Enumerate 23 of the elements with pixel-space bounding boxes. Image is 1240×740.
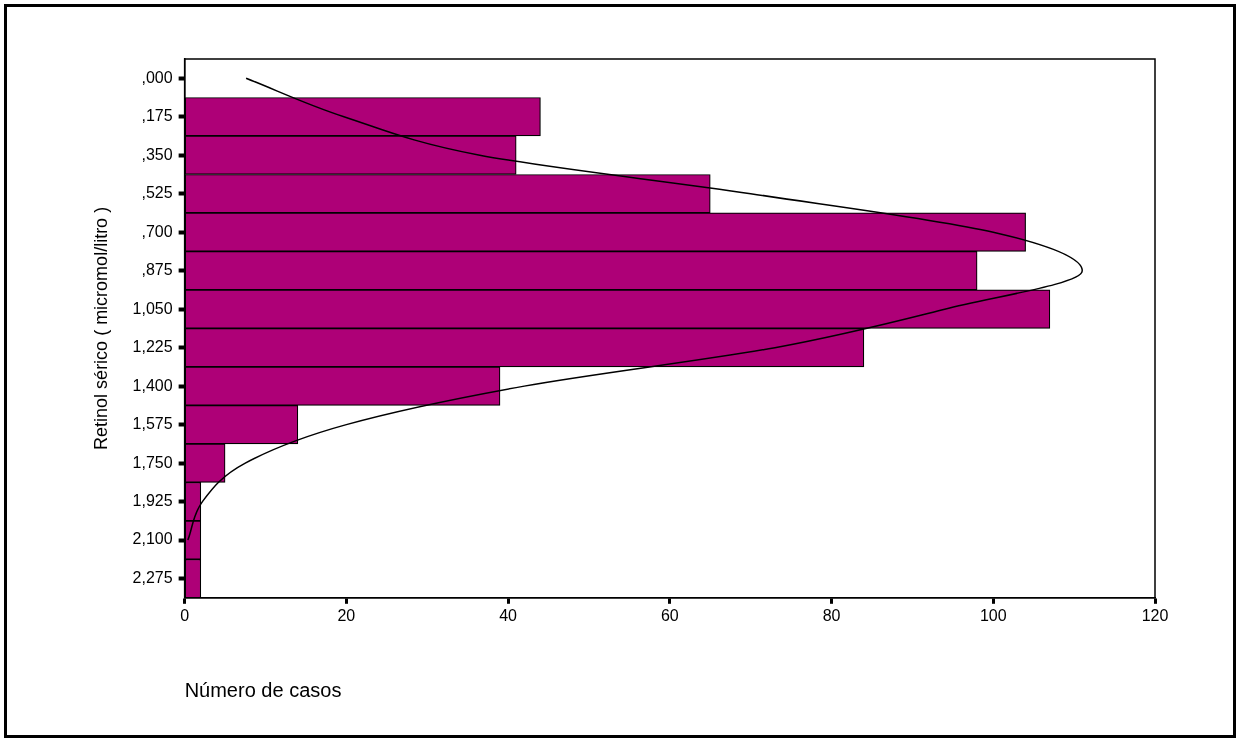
y-tick-label: ,175	[141, 107, 173, 125]
y-tick-label: 1,050	[132, 299, 173, 317]
x-tick-label: 40	[499, 606, 518, 624]
x-tick-label: 60	[660, 606, 679, 624]
x-axis-title: Número de casos	[184, 678, 342, 701]
x-tick-label: 80	[822, 606, 841, 624]
x-tick-label: 0	[180, 606, 190, 624]
y-tick-label: 1,925	[132, 491, 173, 509]
y-tick-label: 1,575	[132, 415, 173, 433]
y-tick-label: ,875	[141, 261, 173, 279]
y-tick-label: 1,750	[132, 453, 173, 471]
y-tick-label: 1,400	[132, 376, 173, 394]
y-tick-label: ,700	[141, 222, 173, 240]
y-tick-label: ,525	[141, 184, 173, 202]
y-tick-label: 1,225	[132, 338, 173, 356]
x-tick-label: 20	[337, 606, 356, 624]
y-tick-label: ,350	[141, 145, 173, 163]
y-tick-label: 2,100	[132, 530, 173, 548]
y-axis-title: Retinol sérico ( micromol/litro )	[90, 206, 111, 450]
y-tick-label: 2,275	[132, 568, 173, 586]
x-tick-label: 120	[1141, 606, 1169, 624]
x-tick-label: 100	[979, 606, 1007, 624]
y-tick-label: ,000	[141, 68, 173, 86]
